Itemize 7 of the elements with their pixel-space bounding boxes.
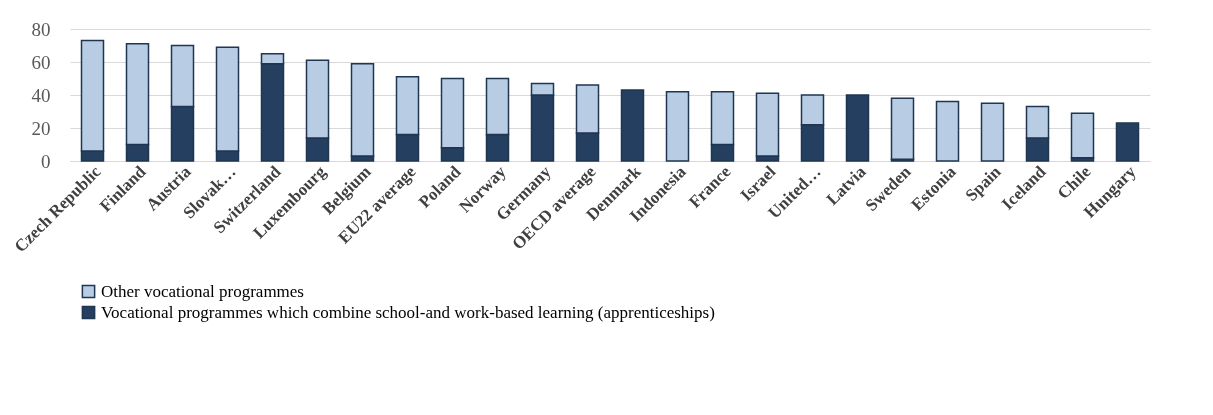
y-tick-label: 40 — [31, 84, 51, 106]
y-tick-label: 80 — [31, 18, 51, 40]
y-tick-label: 0 — [41, 150, 51, 172]
y-tick-label: 60 — [31, 51, 51, 73]
legend-label: Vocational programmes which combine school-and work-based learning (apprenticeships) — [101, 302, 715, 322]
y-tick-label: 20 — [31, 117, 51, 139]
legend-label: Other vocational programmes — [101, 281, 304, 301]
